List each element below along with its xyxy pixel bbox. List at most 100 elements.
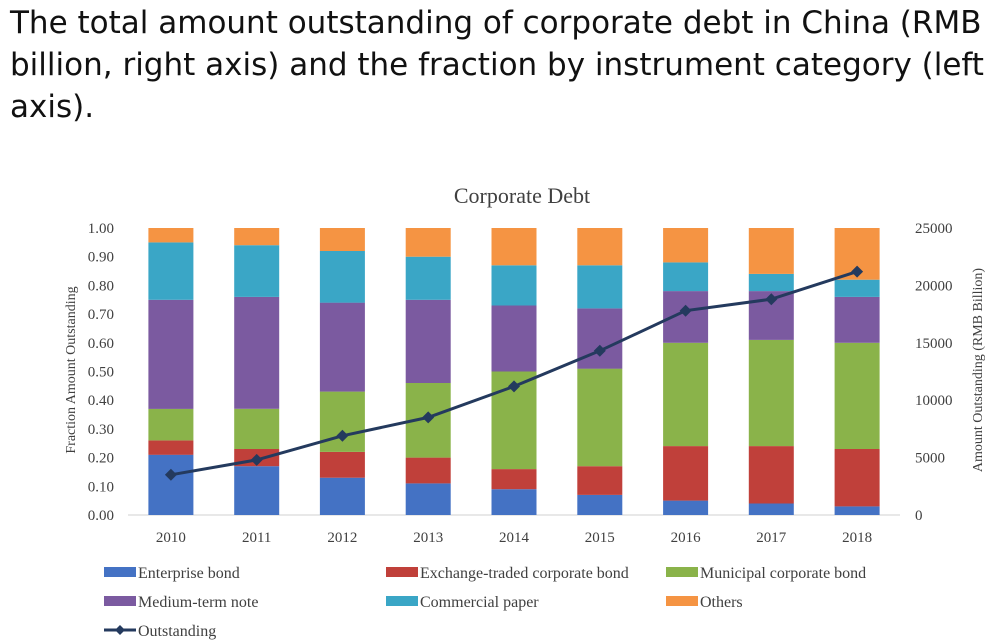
legend-label-exchange: Exchange-traded corporate bond: [420, 565, 629, 582]
legend-swatch-mtn: [104, 596, 136, 606]
legend-label-municipal: Municipal corporate bond: [700, 565, 866, 582]
outstanding-point-2012: [336, 429, 349, 442]
y-tick-label: 0.30: [88, 422, 114, 438]
outstanding-point-2017: [765, 293, 778, 306]
legend-swatch-exchange: [386, 567, 418, 577]
bar-others-2012: [319, 228, 365, 251]
legend: Enterprise bond Exchange-traded corporate…: [104, 565, 866, 640]
x-tick-label: 2011: [242, 530, 271, 546]
tick-layer: 0.00 0.10 0.20 0.30 0.40 0.50 0.60 0.70 0.80 0.90…: [88, 221, 953, 546]
outstanding-point-2016: [679, 304, 692, 317]
outstanding-point-2014: [508, 380, 520, 393]
outstanding-point-2018: [851, 265, 864, 278]
y2-tick-label: 20000: [915, 278, 953, 294]
bar-enterprise-2018: [834, 506, 880, 515]
legend-label-others: Others: [700, 594, 743, 611]
y-tick-label: 0.60: [88, 336, 114, 352]
y2-tick-label: 0: [915, 508, 923, 524]
bar-cp-2013: [405, 256, 451, 300]
bar-others-2017: [748, 228, 794, 274]
x-tick-label: 2014: [499, 530, 530, 546]
y-tick-label: 0.90: [88, 250, 114, 266]
y2-tick-label: 10000: [915, 393, 953, 409]
bar-exchange-2014: [491, 469, 537, 490]
bar-enterprise-2013: [405, 483, 451, 515]
legend-label-cp: Commercial paper: [420, 594, 539, 611]
x-tick-label: 2018: [842, 530, 872, 546]
outstanding-point-2011: [250, 453, 263, 466]
bar-exchange-2017: [748, 446, 794, 504]
bar-exchange-2016: [663, 446, 709, 501]
bar-enterprise-2010: [148, 454, 194, 515]
bar-mtn-2013: [405, 299, 451, 383]
bar-others-2010: [148, 228, 194, 243]
figure-caption: The total amount outstanding of corporat…: [10, 5, 984, 125]
bar-mtn-2010: [148, 299, 194, 409]
y-tick-label: 0.10: [88, 479, 114, 495]
bar-municipal-2017: [748, 339, 794, 447]
bar-cp-2011: [234, 245, 280, 297]
bar-others-2013: [405, 228, 451, 257]
y-tick-label: 0.20: [88, 451, 114, 467]
bar-municipal-2018: [834, 342, 880, 449]
bar-layer: [148, 228, 880, 515]
bar-municipal-2012: [319, 391, 365, 452]
y-tick-label: 0.50: [88, 365, 114, 381]
bar-cp-2016: [663, 262, 709, 292]
bar-enterprise-2017: [748, 503, 794, 515]
bar-municipal-2015: [577, 368, 623, 467]
bar-cp-2014: [491, 265, 537, 306]
bar-mtn-2018: [834, 296, 880, 343]
bar-others-2014: [491, 228, 537, 266]
legend-swatch-cp: [386, 596, 418, 606]
x-tick-label: 2010: [156, 530, 186, 546]
legend-marker-outstanding: [115, 625, 125, 635]
bar-mtn-2014: [491, 305, 537, 372]
y2-axis-label: Amount Outstanding (RMB Billion): [971, 268, 986, 473]
legend-label-outstanding: Outstanding: [138, 623, 216, 640]
bar-mtn-2012: [319, 302, 365, 392]
chart-title: Corporate Debt: [454, 183, 590, 208]
x-tick-label: 2013: [413, 530, 443, 546]
legend-label-enterprise: Enterprise bond: [138, 565, 240, 582]
y-tick-label: 0.40: [88, 393, 114, 409]
bar-enterprise-2015: [577, 494, 623, 515]
legend-label-mtn: Medium-term note: [138, 594, 258, 611]
y2-tick-label: 25000: [915, 221, 953, 237]
bar-others-2011: [234, 228, 280, 246]
bar-mtn-2015: [577, 308, 623, 369]
legend-swatch-others: [666, 596, 698, 606]
y-tick-label: 0.70: [88, 307, 114, 323]
y-tick-label: 0.80: [88, 278, 114, 294]
bar-cp-2018: [834, 279, 880, 297]
bar-municipal-2010: [148, 408, 194, 441]
x-tick-label: 2012: [327, 530, 357, 546]
legend-swatch-municipal: [666, 567, 698, 577]
bar-cp-2010: [148, 242, 194, 300]
bar-exchange-2012: [319, 451, 365, 478]
x-tick-label: 2017: [756, 530, 787, 546]
bar-others-2016: [663, 228, 709, 263]
outstanding-point-2013: [422, 411, 435, 424]
bar-others-2015: [577, 228, 623, 266]
bar-municipal-2016: [663, 342, 709, 447]
y-axis-label: Fraction Amount Outstanding: [64, 286, 79, 453]
bar-exchange-2013: [405, 457, 451, 484]
bar-enterprise-2011: [234, 466, 280, 515]
outstanding-point-2015: [593, 344, 606, 357]
x-tick-label: 2016: [671, 530, 702, 546]
bar-exchange-2010: [148, 440, 194, 455]
bar-cp-2012: [319, 251, 365, 303]
bar-cp-2017: [748, 273, 794, 292]
y-tick-label: 0.00: [88, 508, 114, 524]
outstanding-point-2010: [164, 468, 177, 481]
x-tick-label: 2015: [585, 530, 615, 546]
bar-mtn-2011: [234, 296, 280, 409]
bar-enterprise-2014: [491, 489, 537, 515]
y2-tick-label: 15000: [915, 336, 953, 352]
bar-exchange-2015: [577, 466, 623, 495]
y-tick-label: 1.00: [88, 221, 114, 237]
outstanding-line-layer: [164, 265, 864, 481]
bar-cp-2015: [577, 265, 623, 309]
